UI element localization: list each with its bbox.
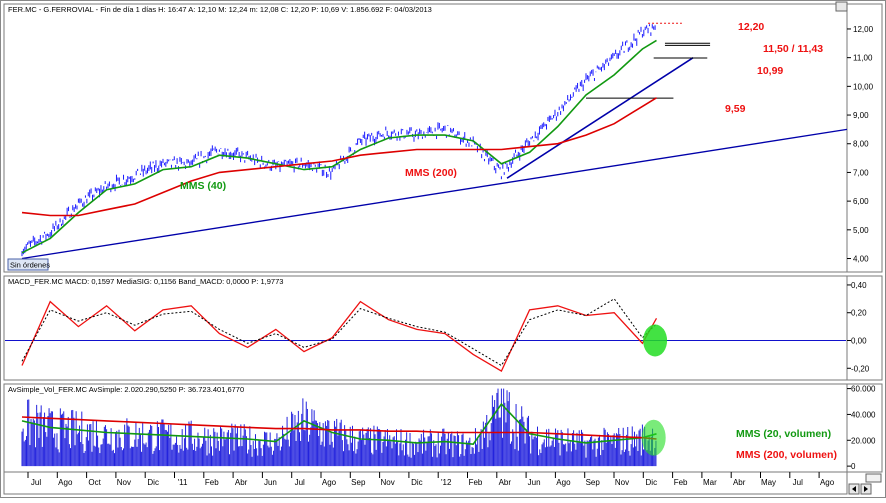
time-label: Jul — [793, 478, 803, 487]
price-y-label: 10,00 — [853, 82, 874, 91]
price-y-label: 8,00 — [853, 140, 869, 149]
time-label: May — [761, 478, 776, 487]
time-label: Jun — [528, 478, 541, 487]
price-y-label: 9,00 — [853, 111, 869, 120]
label-vol-mms20: MMS (20, volumen) — [736, 428, 831, 440]
label-mms40: MMS (40) — [180, 180, 226, 192]
price-panel — [3, 3, 848, 273]
time-label: '12 — [441, 478, 452, 487]
macd-axis — [846, 275, 883, 381]
time-label: Nov — [117, 478, 131, 487]
price-axis — [846, 3, 883, 273]
label-9-59: 9,59 — [725, 103, 746, 115]
time-label: Dic — [646, 478, 658, 487]
label-10-99: 10,99 — [757, 65, 783, 77]
time-label: Jun — [264, 478, 277, 487]
time-label: Ago — [820, 478, 835, 487]
volume-highlight — [641, 419, 666, 456]
panel-menu-button[interactable] — [835, 1, 848, 12]
time-label: Feb — [674, 478, 688, 487]
time-label: '11 — [178, 478, 188, 487]
time-label: Ago — [556, 478, 571, 487]
price-y-label: 6,00 — [853, 197, 869, 206]
macd-layer — [5, 298, 846, 373]
time-label: Ago — [58, 478, 73, 487]
axis-layer: 12,00 11,00 10,00 9,00 8,00 7,00 6,00 5,00 4,00 0… — [27, 25, 876, 487]
time-label: Jul — [31, 478, 41, 487]
volume-y-label: 60.000 — [851, 385, 876, 394]
macd-y-label: 0,20 — [851, 309, 867, 318]
signal-line — [21, 298, 657, 367]
macd-highlight — [643, 324, 668, 357]
price-y-label: 11,00 — [853, 54, 873, 63]
time-label: Dic — [147, 478, 159, 487]
time-label: Nov — [615, 478, 629, 487]
label-11-50: 11,50 / 11,43 — [763, 43, 823, 55]
volume-axis — [846, 383, 883, 473]
time-label: Feb — [205, 478, 219, 487]
label-vol-mms200: MMS (200, volumen) — [736, 449, 837, 461]
volume-y-label: 40.000 — [851, 410, 876, 419]
macd-y-label: 0,40 — [851, 281, 867, 290]
mms200-line — [21, 97, 657, 217]
time-label: Abr — [235, 478, 248, 487]
time-label: Oct — [88, 478, 101, 487]
price-y-label: 4,00 — [853, 255, 869, 264]
macd-y-label: 0,00 — [851, 337, 867, 346]
short-trend-line — [506, 56, 694, 179]
arrow-right-icon — [864, 486, 868, 492]
volume-layer: MMS (20, volumen) MMS (200, volumen) — [21, 388, 837, 467]
time-label: Feb — [469, 478, 483, 487]
time-label: Abr — [733, 478, 746, 487]
volume-y-label: 0 — [851, 462, 856, 471]
macd-line — [21, 300, 658, 373]
time-label: Ago — [322, 478, 337, 487]
price-y-label: 12,00 — [853, 25, 874, 34]
vol-mms200-line — [21, 416, 657, 440]
orders-badge[interactable] — [7, 258, 49, 271]
arrow-left-icon — [852, 486, 856, 492]
time-label: Dic — [411, 478, 423, 487]
volume-header: AvSimple_Vol_FER.MC AvSimple: 2.020.290,… — [8, 385, 244, 394]
time-label: Abr — [499, 478, 512, 487]
macd-header: MACD_FER.MC MACD: 0,1597 MediaSIG: 0,115… — [8, 277, 283, 286]
macd-y-label: -0,20 — [851, 364, 870, 373]
vol-mms20-line — [21, 402, 657, 446]
long-trend-line — [21, 128, 848, 260]
orders-badge-label: Sin órdenes — [10, 261, 50, 270]
time-label: Sep — [351, 478, 366, 487]
label-mms200: MMS (200) — [405, 167, 457, 179]
time-label: Sep — [586, 478, 601, 487]
price-y-label: 5,00 — [853, 226, 869, 235]
zoom-button[interactable] — [865, 473, 882, 483]
price-header: FER.MC - G.FERROVIAL - Fin de día 1 días… — [8, 5, 432, 14]
time-label: Jul — [295, 478, 305, 487]
label-12-20: 12,20 — [738, 21, 764, 33]
price-y-label: 7,00 — [853, 168, 869, 177]
time-axis — [3, 471, 848, 495]
time-label: Nov — [380, 478, 394, 487]
price-layer: 12,20 11,50 / 11,43 10,99 9,59 MMS (40) MMS (… — [21, 21, 848, 260]
time-label: Mar — [703, 478, 717, 487]
volume-y-label: 20.000 — [851, 436, 876, 445]
